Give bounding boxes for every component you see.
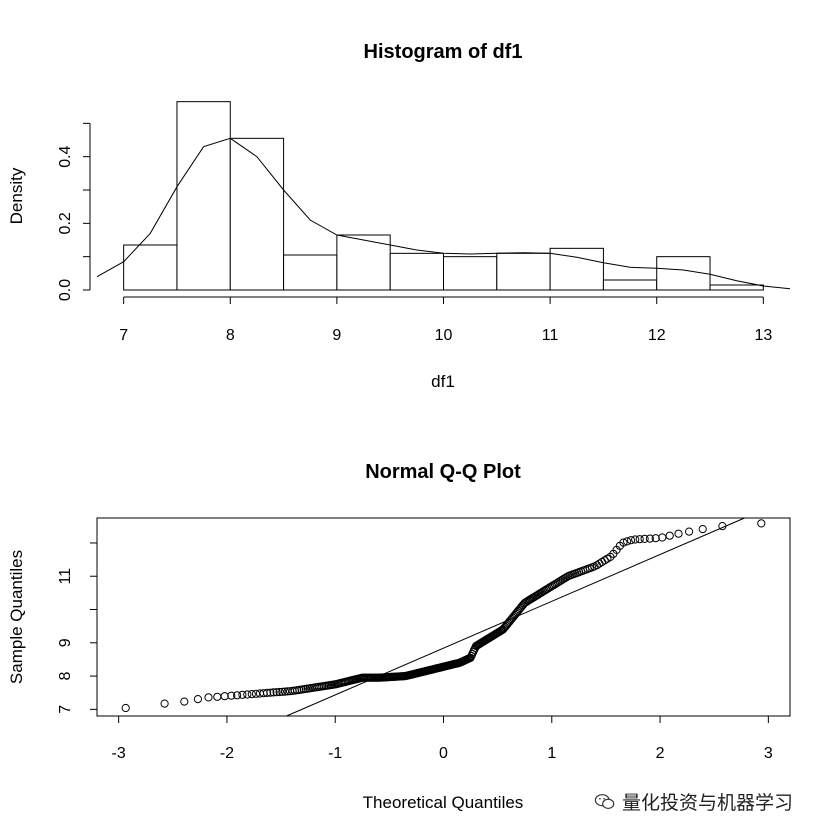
x-tick-label: 11	[542, 327, 559, 344]
qq-point	[193, 695, 202, 704]
histogram-x-axis: 7 8 9 10 11 12 13	[119, 296, 772, 344]
qq-x-axis-label: Theoretical Quantiles	[363, 793, 524, 812]
histogram-bar	[389, 252, 445, 291]
qq-point	[269, 688, 278, 697]
qq-point	[213, 692, 222, 701]
qq-point	[204, 693, 213, 702]
qq-y-axis-label: Sample Quantiles	[7, 550, 26, 684]
qq-point	[227, 691, 236, 700]
histogram-bar	[709, 284, 764, 291]
qq-point	[651, 534, 660, 543]
qq-point	[640, 534, 649, 544]
qq-point	[275, 687, 284, 697]
qq-reference-line	[286, 517, 745, 717]
qq-point	[247, 690, 256, 699]
histogram-bar	[496, 252, 551, 291]
qq-y-axis: 7 8 9 11	[57, 542, 98, 714]
qq-point	[757, 519, 766, 528]
x-tick-label: -3	[112, 745, 126, 762]
qq-point	[665, 531, 674, 540]
qq-point	[674, 529, 683, 538]
qq-point	[272, 688, 281, 697]
histogram-bar	[336, 234, 391, 291]
qq-point	[698, 525, 707, 534]
qq-point	[619, 538, 628, 547]
x-tick-label: 9	[332, 327, 341, 344]
histogram-bars	[123, 101, 764, 291]
qq-plot-title: Normal Q-Q Plot	[365, 461, 521, 483]
histogram-x-axis-label: df1	[431, 372, 455, 391]
y-tick-label: 11	[57, 568, 74, 585]
qq-point	[626, 536, 636, 545]
density-curve	[96, 137, 791, 290]
x-tick-label: 3	[764, 745, 773, 762]
qq-plot-panel: Normal Q-Q Plot Theoretical Quantiles Sa…	[7, 461, 791, 812]
qq-point	[243, 690, 252, 699]
histogram-bar	[549, 247, 604, 291]
x-tick-label: 0	[439, 745, 448, 762]
histogram-bar	[602, 279, 658, 291]
x-tick-label: 12	[648, 327, 666, 344]
qq-points	[121, 519, 766, 713]
histogram-y-axis: 0.0 0.2 0.4	[57, 122, 91, 301]
histogram-bar	[229, 137, 285, 291]
y-tick-label: 0.2	[57, 212, 74, 234]
qq-point	[645, 534, 655, 543]
qq-point	[238, 690, 247, 699]
histogram-panel: Histogram of df1 df1 Density 7 8 9 10 11 12 13…	[7, 41, 791, 391]
x-tick-label: 1	[547, 745, 556, 762]
qq-point	[631, 535, 640, 544]
qq-point	[658, 533, 667, 542]
qq-x-axis: -3 -2 -1 0 1 2 3	[112, 715, 773, 762]
y-tick-label: 9	[57, 638, 74, 647]
qq-point	[623, 537, 632, 546]
x-tick-label: 13	[754, 327, 772, 344]
histogram-bar	[283, 254, 338, 291]
y-tick-label: 8	[57, 672, 74, 681]
qq-point	[160, 699, 169, 708]
qq-point	[121, 703, 130, 713]
watermark-text: 量化投资与机器学习	[622, 792, 794, 814]
x-tick-label: -2	[220, 745, 234, 762]
qq-point	[220, 692, 229, 701]
qq-point	[266, 688, 275, 697]
x-tick-label: 2	[656, 745, 665, 762]
qq-point	[278, 687, 287, 696]
histogram-bar	[123, 244, 178, 291]
histogram-bar	[176, 101, 231, 291]
x-tick-label: 7	[119, 327, 128, 344]
y-tick-label: 0.4	[57, 145, 74, 167]
qq-plot-box	[96, 517, 791, 717]
wechat-icon	[594, 793, 615, 809]
qq-point	[180, 697, 189, 706]
x-tick-label: 10	[435, 327, 453, 344]
histogram-bar	[443, 256, 498, 291]
x-tick-label: -1	[328, 745, 342, 762]
x-tick-label: 8	[226, 327, 235, 344]
qq-point	[263, 688, 272, 698]
watermark: 量化投资与机器学习	[594, 788, 793, 815]
qq-point	[233, 691, 242, 700]
qq-point	[635, 535, 644, 544]
qq-point	[685, 527, 694, 536]
y-tick-label: 0.0	[57, 279, 74, 301]
histogram-y-axis-label: Density	[7, 167, 26, 224]
histogram-title: Histogram of df1	[364, 41, 523, 63]
y-tick-label: 7	[57, 705, 74, 714]
